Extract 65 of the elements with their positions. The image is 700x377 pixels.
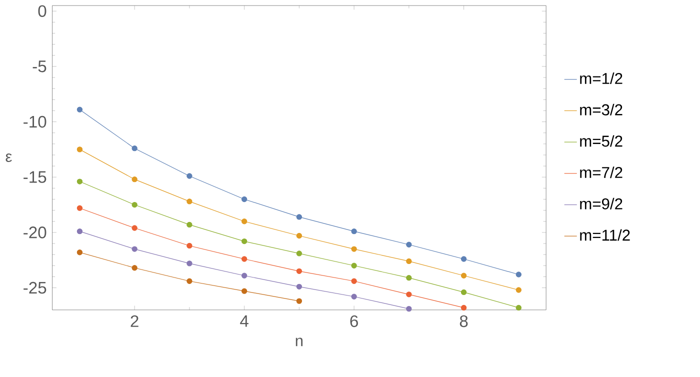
point: [406, 242, 412, 248]
point: [76, 228, 83, 234]
point: [460, 304, 467, 310]
point: [76, 106, 83, 112]
point: [186, 260, 192, 266]
point: [296, 214, 302, 220]
point: [296, 268, 302, 274]
y-tick-label: -5: [32, 60, 46, 72]
point: [132, 246, 138, 252]
point: [241, 256, 248, 262]
point: [186, 242, 192, 248]
point: [241, 218, 248, 224]
point: [186, 172, 192, 179]
point: [186, 222, 192, 228]
legend-label: m=5/2: [580, 135, 622, 147]
point: [406, 291, 412, 298]
x-tick-label: 4: [240, 315, 248, 327]
point: [406, 258, 412, 264]
point: [132, 202, 138, 208]
y-tick-label: -25: [24, 282, 46, 294]
y-tick-label: -15: [24, 171, 46, 183]
point: [76, 249, 83, 255]
point: [406, 306, 412, 312]
point: [76, 178, 83, 184]
point: [351, 228, 357, 234]
point: [76, 205, 83, 211]
point: [516, 304, 522, 310]
point: [460, 272, 467, 278]
point: [460, 256, 467, 262]
point: [132, 176, 138, 182]
point: [132, 264, 138, 270]
point: [241, 288, 248, 294]
point: [241, 238, 248, 244]
x-tick-label: 8: [460, 315, 468, 327]
point: [516, 271, 522, 278]
point: [241, 196, 248, 202]
point: [296, 250, 302, 256]
y-axis-title: ε: [6, 153, 12, 162]
point: [76, 146, 83, 152]
legend-label: m=3/2: [580, 104, 622, 116]
point: [516, 286, 522, 293]
point: [351, 262, 357, 268]
point: [296, 284, 302, 290]
legend-label: m=1/2: [580, 72, 622, 84]
y-tick-label: -10: [24, 116, 46, 128]
point: [186, 278, 192, 284]
x-tick-label: 6: [350, 315, 358, 327]
point: [296, 232, 302, 238]
legend-label: m=9/2: [580, 198, 622, 210]
point: [351, 294, 357, 300]
point: [241, 272, 248, 278]
y-tick-label: -20: [24, 226, 46, 238]
x-axis-title: n: [296, 338, 303, 346]
legend-label: m=11/2: [580, 229, 630, 241]
point: [132, 145, 138, 151]
point: [406, 274, 412, 280]
x-tick-label: 2: [130, 315, 138, 327]
point: [351, 278, 357, 284]
point: [351, 246, 357, 252]
y-tick-label: 0: [38, 5, 46, 17]
point: [186, 198, 192, 204]
point: [132, 224, 138, 231]
point: [460, 289, 467, 295]
point: [296, 298, 302, 304]
legend-label: m=7/2: [580, 166, 622, 178]
